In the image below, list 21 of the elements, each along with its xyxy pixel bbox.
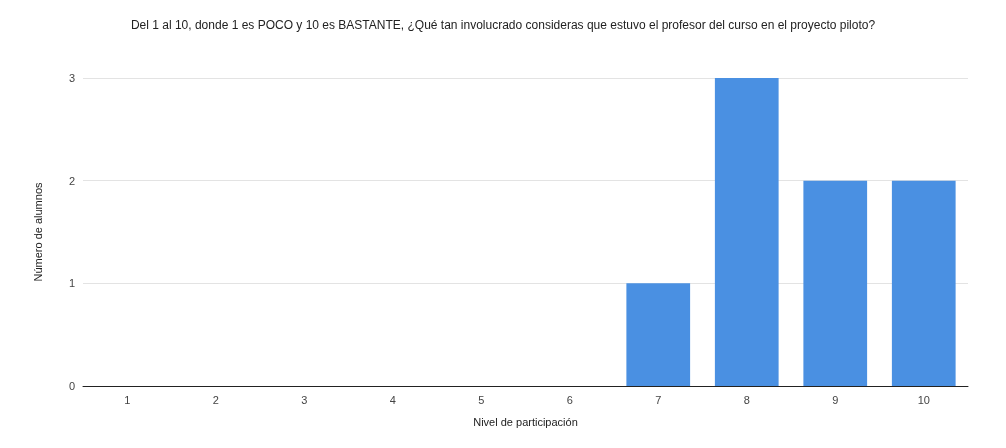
- x-tick-label: 8: [743, 393, 750, 406]
- x-tick-label: 6: [566, 393, 573, 406]
- bar: [803, 180, 868, 386]
- y-tick-label: 0: [68, 380, 75, 392]
- chart-title: Del 1 al 10, donde 1 es POCO y 10 es BASTANTE, ¿Qué tan involucrado consideras que estuvo el profesor del curso en el proyecto piloto?: [130, 17, 876, 32]
- bar: [891, 180, 956, 386]
- x-tick-label: 2: [212, 393, 219, 406]
- x-tick-label: 9: [832, 393, 839, 406]
- bar: [714, 78, 779, 386]
- x-tick-label: 4: [389, 393, 396, 406]
- y-tick-label: 1: [68, 277, 75, 290]
- y-tick-label: 2: [68, 174, 75, 187]
- bar: [626, 283, 691, 386]
- x-axis-title: Nivel de participación: [473, 415, 578, 428]
- x-tick-label: 7: [655, 393, 662, 406]
- x-tick-label: 5: [478, 393, 485, 406]
- y-axis-title: Número de alumnos: [31, 181, 44, 282]
- y-tick-label: 3: [68, 72, 75, 84]
- x-tick-label: 1: [124, 393, 131, 406]
- x-tick-label: 3: [301, 393, 308, 406]
- x-tick-label: 10: [917, 393, 930, 406]
